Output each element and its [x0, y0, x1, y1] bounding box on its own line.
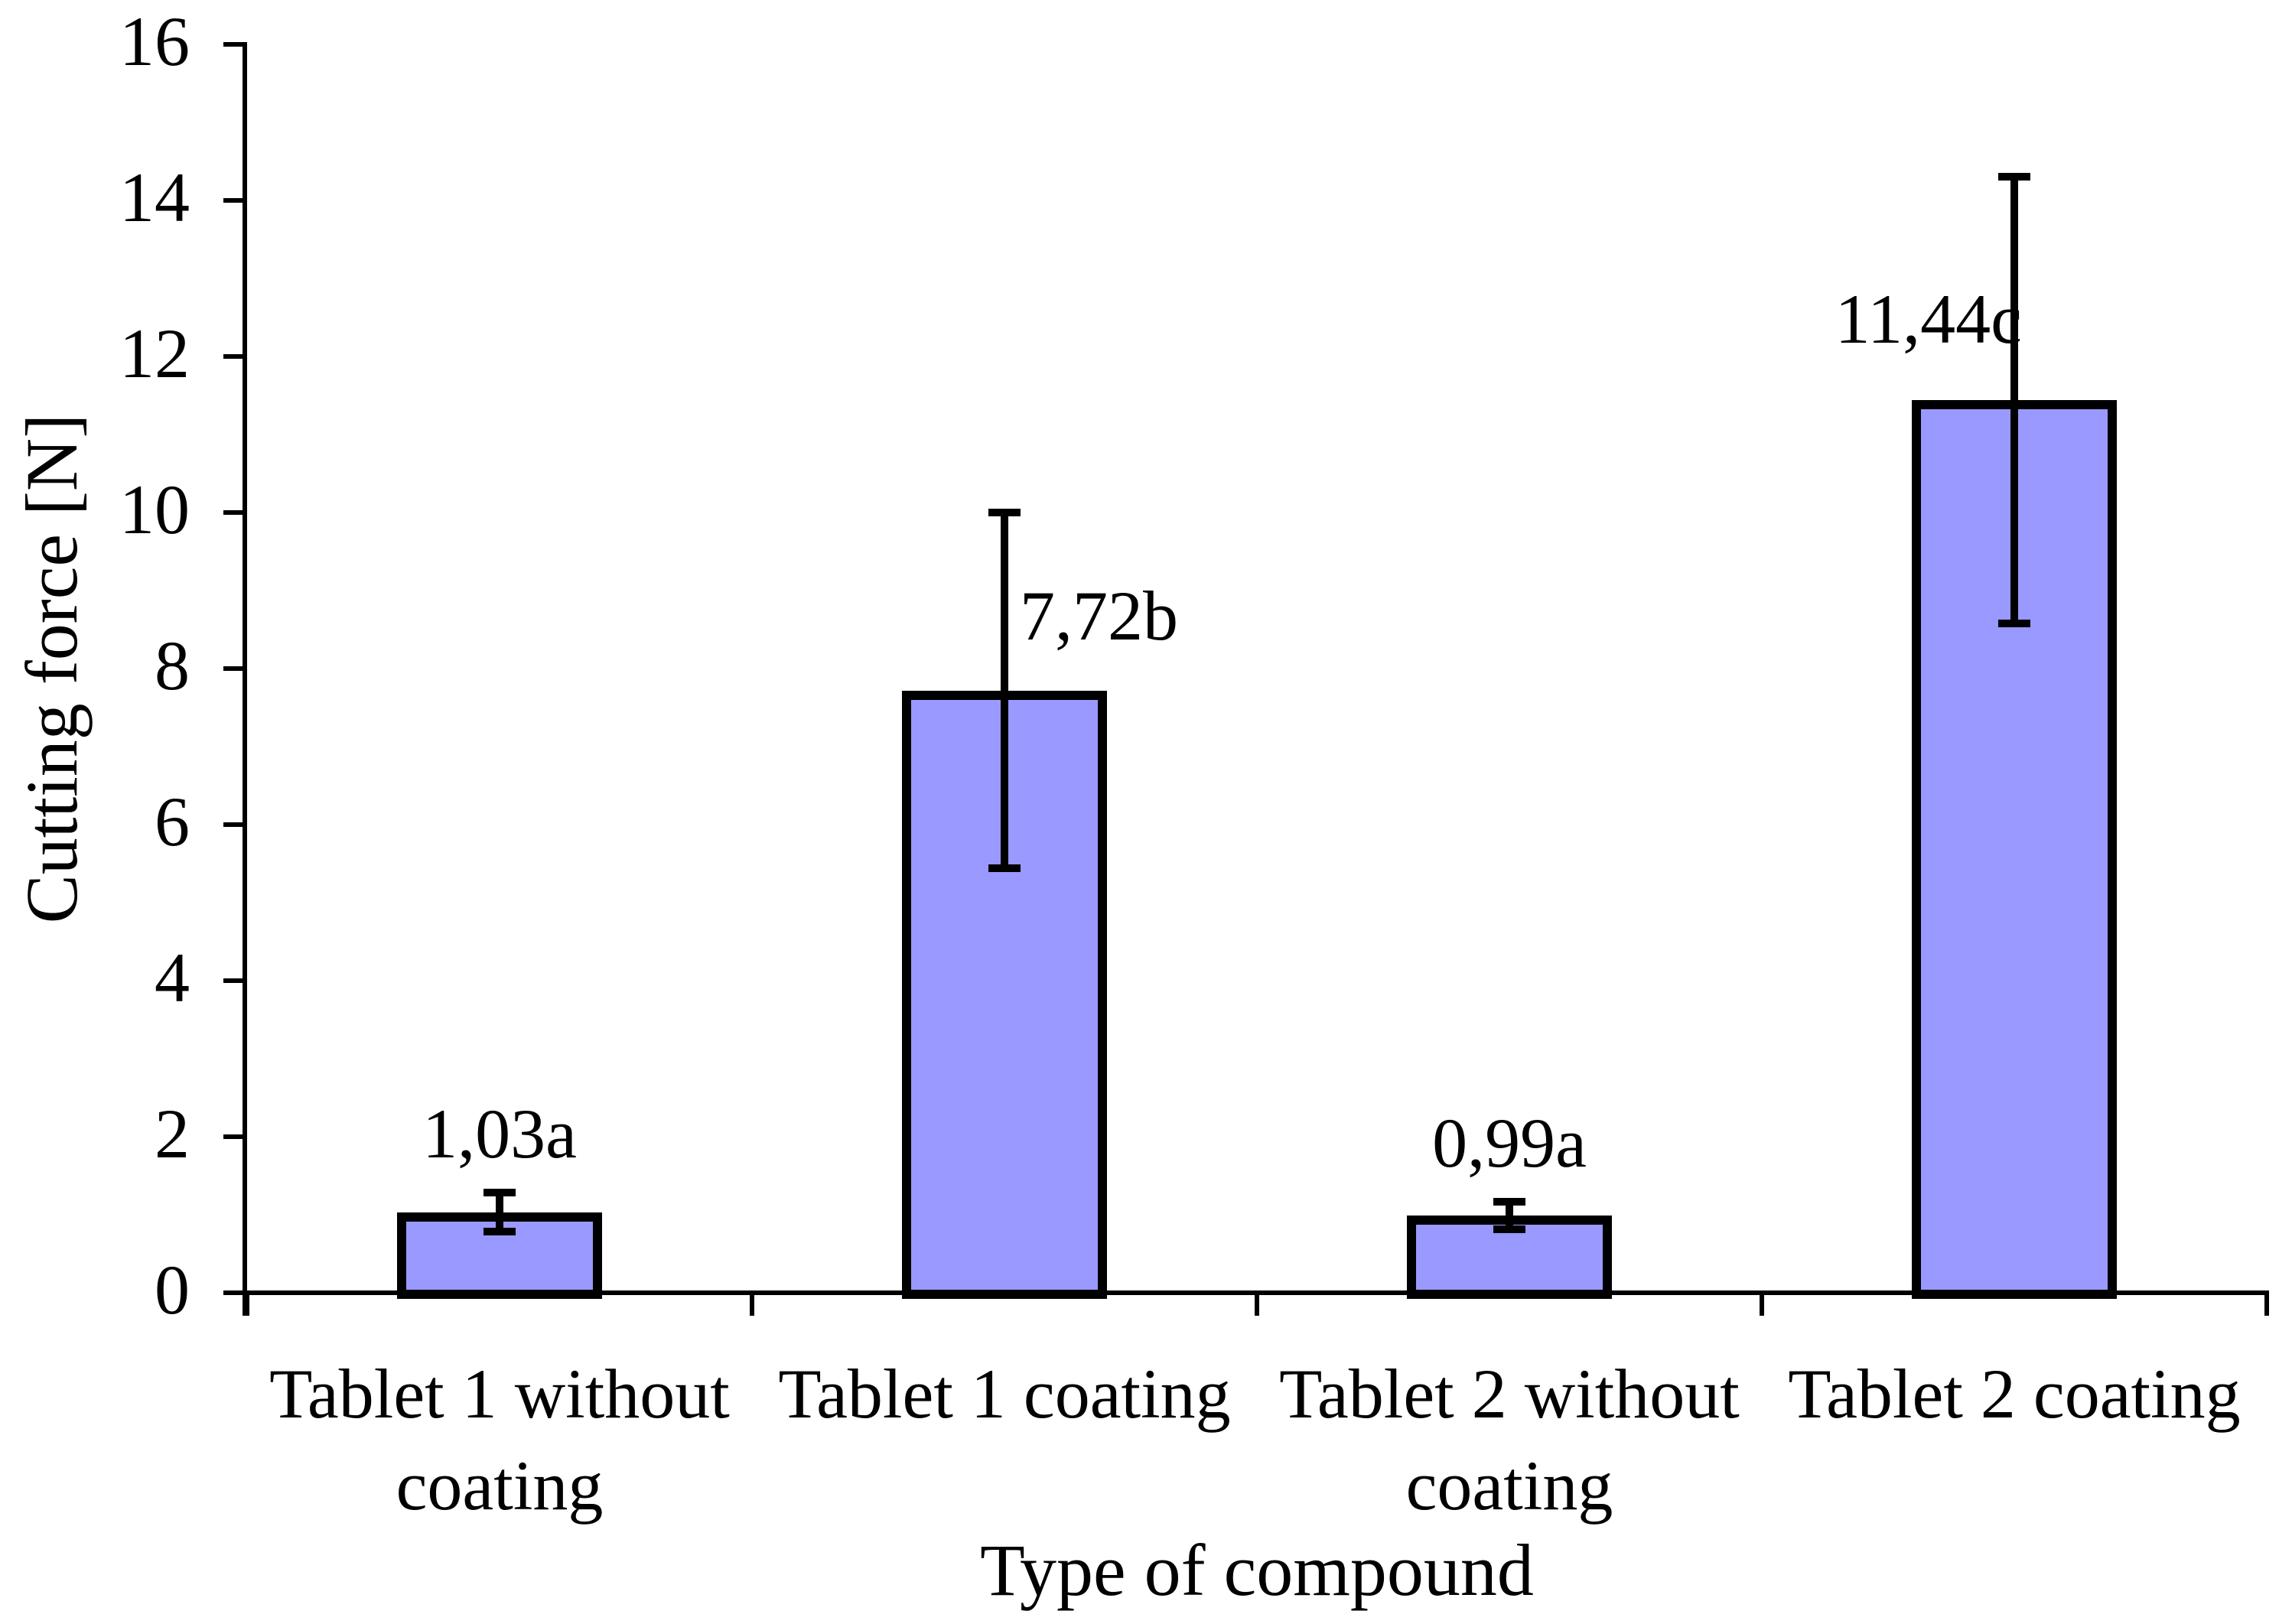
error-bar-line	[1506, 1201, 1513, 1230]
y-tick	[223, 1290, 247, 1295]
x-tick	[245, 1293, 249, 1316]
value-label: 1,03a	[422, 1095, 577, 1173]
y-tick-label: 14	[119, 158, 190, 236]
x-category-label: Tablet 2 without	[1279, 1355, 1740, 1433]
value-label: 7,72b	[1020, 577, 1178, 655]
y-tick-label: 2	[155, 1095, 190, 1173]
value-label: 11,44c	[1835, 280, 2022, 358]
y-tick	[223, 42, 247, 47]
x-category-label: coating	[1405, 1447, 1613, 1525]
x-category-label: coating	[396, 1447, 604, 1525]
y-axis-title: Cutting force [N]	[11, 413, 93, 924]
y-tick-label: 6	[155, 783, 190, 861]
y-tick	[223, 822, 247, 827]
x-tick	[1760, 1293, 1764, 1316]
error-bar-cap-top	[1998, 173, 2030, 181]
y-tick	[223, 510, 247, 515]
y-tick	[223, 354, 247, 359]
error-bar-line	[2010, 177, 2018, 623]
y-tick	[223, 1134, 247, 1139]
value-label: 0,99a	[1432, 1103, 1587, 1182]
x-category-label: Tablet 1 coating	[778, 1355, 1231, 1433]
error-bar-line	[1001, 513, 1008, 869]
y-tick-label: 10	[119, 470, 190, 548]
error-bar-cap-bottom	[1998, 619, 2030, 627]
error-bar-cap-bottom	[483, 1228, 516, 1236]
x-tick	[750, 1293, 754, 1316]
y-tick-label: 12	[119, 314, 190, 392]
y-tick-label: 16	[119, 2, 190, 80]
y-tick-label: 8	[155, 626, 190, 705]
y-tick	[223, 978, 247, 983]
y-tick-label: 0	[155, 1251, 190, 1329]
error-bar-cap-bottom	[1493, 1225, 1525, 1234]
error-bar-cap-top	[988, 509, 1021, 516]
y-tick-label: 4	[155, 939, 190, 1017]
x-tick	[2264, 1293, 2269, 1316]
error-bar-line	[496, 1193, 503, 1232]
x-category-label: Tablet 2 coating	[1788, 1355, 2241, 1433]
error-bar-cap-top	[1493, 1197, 1525, 1206]
y-tick	[223, 666, 247, 671]
x-category-label: Tablet 1 without	[269, 1355, 730, 1433]
bar	[1407, 1216, 1612, 1299]
error-bar-cap-bottom	[988, 864, 1021, 873]
error-bar-cap-top	[483, 1189, 516, 1197]
x-tick	[1255, 1293, 1259, 1316]
x-axis-title: Type of compound	[980, 1529, 1534, 1611]
y-axis-line	[243, 44, 247, 1316]
y-tick	[223, 198, 247, 203]
x-axis-line	[223, 1290, 2269, 1295]
